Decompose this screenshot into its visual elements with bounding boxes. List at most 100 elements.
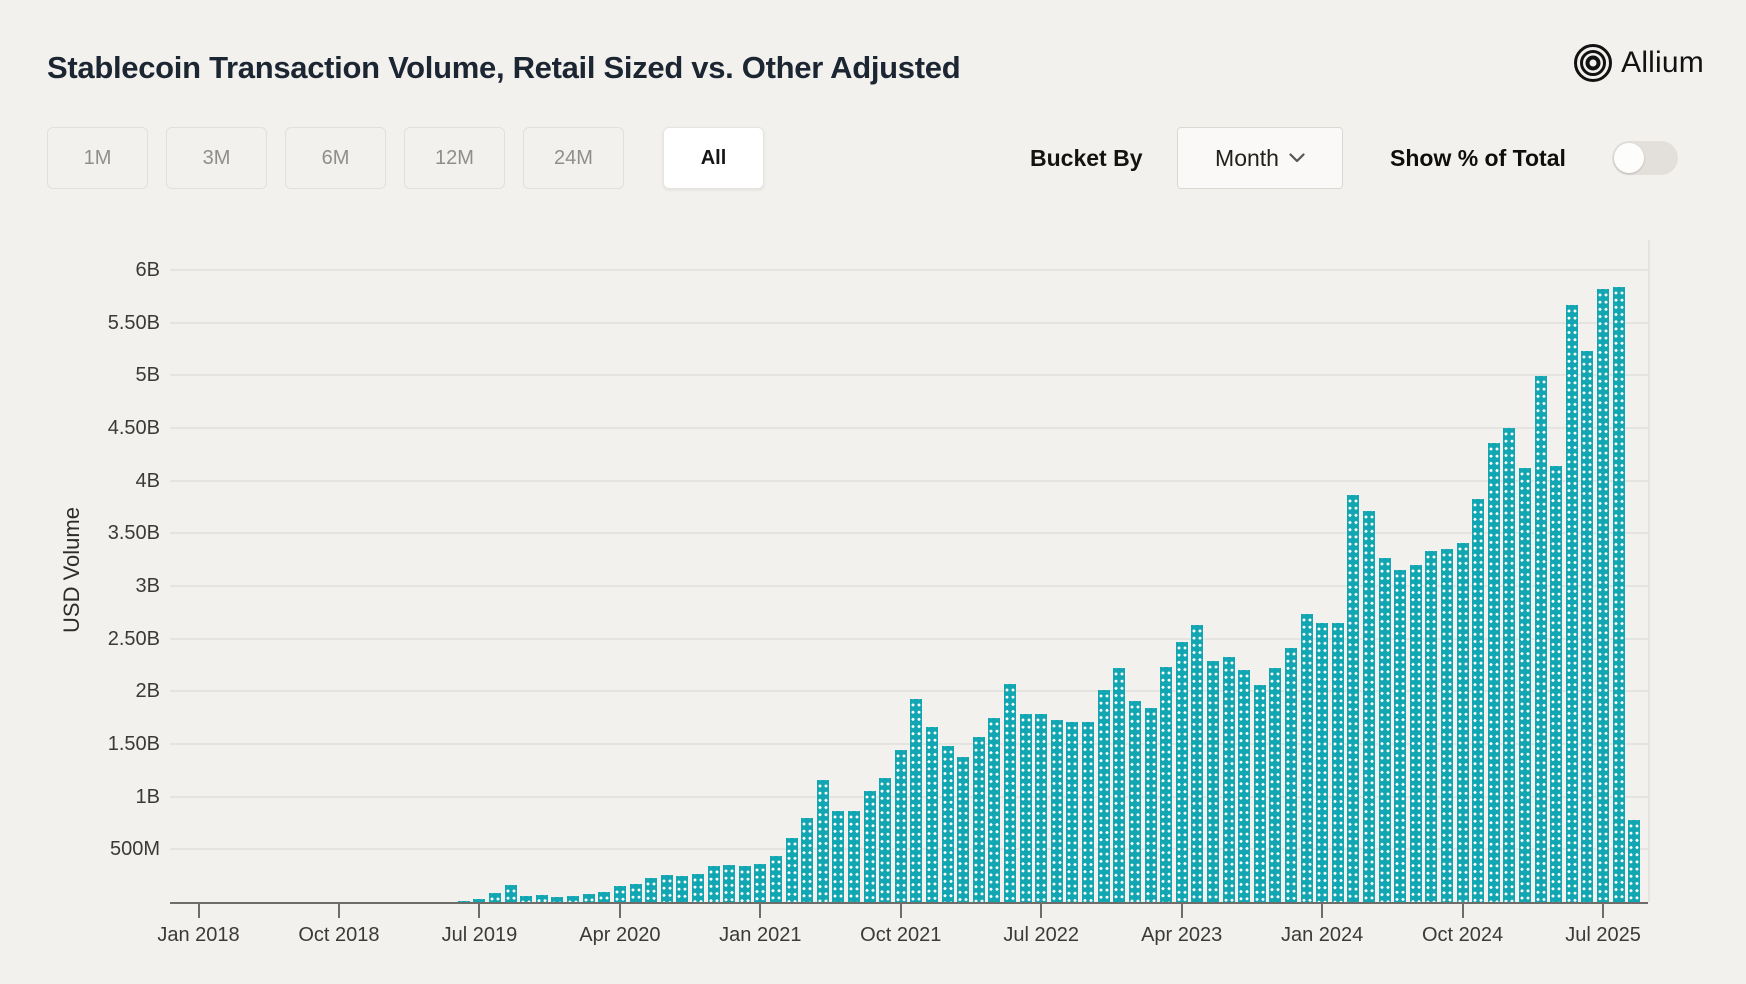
bar[interactable] <box>1284 648 1297 902</box>
bar[interactable] <box>801 817 814 902</box>
bar[interactable] <box>1409 564 1422 902</box>
bar[interactable] <box>1456 542 1469 902</box>
bar[interactable] <box>457 900 470 902</box>
bar[interactable] <box>1300 614 1313 902</box>
bar[interactable] <box>1441 549 1453 902</box>
bar[interactable] <box>1066 721 1079 902</box>
bar[interactable] <box>317 901 330 902</box>
bar[interactable] <box>926 727 938 902</box>
bar[interactable] <box>1363 511 1375 902</box>
bar[interactable] <box>691 873 704 902</box>
bar[interactable] <box>785 837 798 902</box>
bar[interactable] <box>660 874 673 902</box>
bar[interactable] <box>1160 667 1173 902</box>
bar[interactable] <box>910 698 923 902</box>
bar[interactable] <box>582 894 595 902</box>
bar[interactable] <box>1347 495 1360 902</box>
bar[interactable] <box>551 896 564 902</box>
bar[interactable] <box>879 777 892 902</box>
bar[interactable] <box>1082 721 1094 902</box>
bar[interactable] <box>1425 551 1438 902</box>
bar[interactable] <box>504 885 517 902</box>
bar[interactable] <box>254 901 267 902</box>
bar[interactable] <box>1113 668 1126 902</box>
bar[interactable] <box>442 901 455 902</box>
bar[interactable] <box>1628 819 1641 902</box>
bar[interactable] <box>1035 713 1048 902</box>
bar[interactable] <box>1269 668 1282 902</box>
bar[interactable] <box>286 901 299 902</box>
bar[interactable] <box>535 895 548 902</box>
range-button-6m[interactable]: 6M <box>285 127 386 189</box>
bar[interactable] <box>1097 690 1110 902</box>
bar[interactable] <box>863 791 876 902</box>
bar[interactable] <box>769 855 782 902</box>
bar[interactable] <box>1144 708 1157 902</box>
bar[interactable] <box>1550 465 1563 902</box>
bar[interactable] <box>1581 351 1594 902</box>
bar[interactable] <box>1394 570 1407 902</box>
bar[interactable] <box>411 901 423 902</box>
bar[interactable] <box>239 901 252 902</box>
bar[interactable] <box>348 901 361 902</box>
bar[interactable] <box>1378 557 1391 902</box>
bar[interactable] <box>1331 622 1344 902</box>
bar[interactable] <box>1503 428 1516 902</box>
bar[interactable] <box>1472 498 1485 902</box>
bar[interactable] <box>520 895 533 902</box>
bar[interactable] <box>1175 641 1188 902</box>
range-button-12m[interactable]: 12M <box>404 127 505 189</box>
bar[interactable] <box>1004 684 1016 902</box>
bar[interactable] <box>489 892 501 902</box>
bar[interactable] <box>972 736 985 902</box>
bar[interactable] <box>941 746 954 902</box>
bar[interactable] <box>379 901 392 902</box>
bar[interactable] <box>426 901 439 902</box>
bar[interactable] <box>567 895 579 902</box>
bar[interactable] <box>816 779 829 902</box>
range-button-3m[interactable]: 3M <box>166 127 267 189</box>
bar[interactable] <box>1597 289 1609 902</box>
bar[interactable] <box>1019 713 1032 902</box>
bar[interactable] <box>1253 685 1266 902</box>
range-button-1m[interactable]: 1M <box>47 127 148 189</box>
bar[interactable] <box>192 901 205 902</box>
bar[interactable] <box>395 901 408 902</box>
bar[interactable] <box>957 756 970 902</box>
bar[interactable] <box>832 811 845 902</box>
bar[interactable] <box>613 886 626 902</box>
bar[interactable] <box>223 901 236 902</box>
bar[interactable] <box>1050 719 1063 902</box>
bar[interactable] <box>364 901 377 902</box>
bar[interactable] <box>1519 468 1531 902</box>
bar[interactable] <box>1206 660 1219 902</box>
bar[interactable] <box>208 901 221 902</box>
bar[interactable] <box>598 891 611 902</box>
bar[interactable] <box>629 884 642 902</box>
bar[interactable] <box>754 864 767 902</box>
bar[interactable] <box>473 898 486 902</box>
bar[interactable] <box>1487 442 1500 902</box>
bar[interactable] <box>1534 376 1547 902</box>
bar[interactable] <box>723 865 736 902</box>
bar[interactable] <box>270 901 283 902</box>
bar[interactable] <box>645 877 658 902</box>
show-percent-toggle[interactable] <box>1612 141 1678 175</box>
bar[interactable] <box>894 750 907 902</box>
bar[interactable] <box>676 875 689 902</box>
bar[interactable] <box>301 901 314 902</box>
bar[interactable] <box>333 901 345 902</box>
bar[interactable] <box>1316 622 1329 902</box>
bar[interactable] <box>1222 656 1235 902</box>
bar[interactable] <box>707 866 720 902</box>
range-button-24m[interactable]: 24M <box>523 127 624 189</box>
range-button-all[interactable]: All <box>663 127 764 189</box>
bar[interactable] <box>1565 304 1578 902</box>
bar[interactable] <box>1128 700 1141 902</box>
bar[interactable] <box>1191 625 1204 902</box>
bar[interactable] <box>738 866 751 902</box>
bar[interactable] <box>848 811 860 902</box>
bucket-by-select[interactable]: Month <box>1177 127 1343 189</box>
bar[interactable] <box>988 717 1001 902</box>
bar[interactable] <box>1238 670 1251 902</box>
